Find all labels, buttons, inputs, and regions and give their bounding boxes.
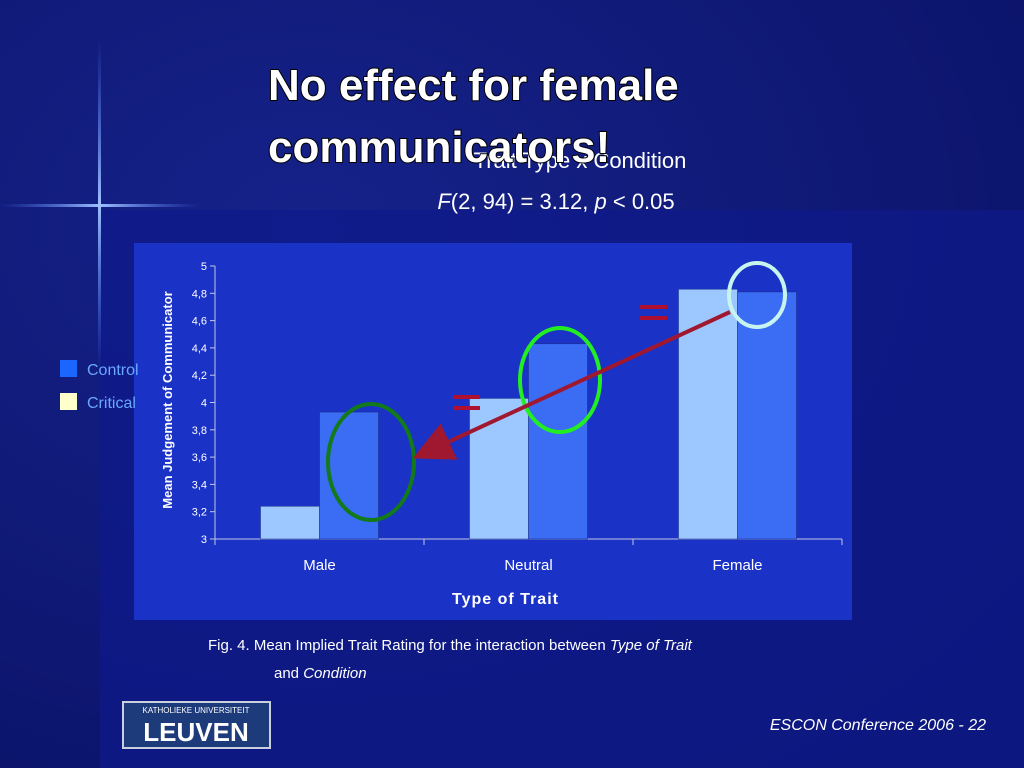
title-line: No effect for female communicators!: [268, 61, 679, 172]
stat-part: F: [437, 189, 452, 214]
y-tick-label: 3,8: [192, 425, 207, 437]
bar: [469, 398, 529, 540]
stat-part: < 0.05: [607, 189, 675, 214]
caption: Fig. 4. Mean Implied Trait Rating for th…: [208, 637, 693, 654]
chart: 3 3,2 3,4 3,6 3,8 4 4,2 4,4 4,6 4,8 5 Male Neutral Fe…: [60, 261, 843, 608]
y-tick-label: 4,8: [192, 288, 207, 300]
highlight-circle: [326, 402, 416, 522]
x-tick-label: Male: [303, 557, 336, 574]
title-line: communicators!: [268, 123, 610, 172]
bar: [678, 288, 738, 540]
equal-sign: [453, 406, 480, 410]
y-tick-label: 3,6: [192, 452, 207, 464]
flare: [98, 40, 101, 370]
equal-sign: [453, 395, 480, 399]
bar: [528, 343, 588, 540]
y-tick-label: 4,6: [192, 316, 207, 328]
equal-sign: [640, 305, 667, 309]
caption-part: Type of Trait: [610, 637, 693, 654]
footer: ESCON Conference 2006 - 22: [770, 717, 986, 734]
y-axis-label: Mean Judgement of Communicator: [160, 291, 175, 508]
caption-part: Fig. 4. Mean Implied Trait Rating for th…: [208, 637, 610, 654]
stat-line: F(2, 94) = 3.12, p < 0.05: [437, 189, 674, 214]
y-tick-label: 3,4: [192, 479, 207, 491]
logo: [122, 701, 271, 749]
legend-swatch: [60, 360, 77, 377]
y-tick-label: 3,2: [192, 507, 207, 519]
y-tick-label: 3: [201, 534, 207, 546]
x-tick-label: Neutral: [504, 557, 552, 574]
caption: and Condition: [274, 665, 367, 682]
title: No effect for female communicators!: [267, 60, 680, 173]
legend-label: Control: [87, 362, 139, 379]
caption-part: Condition: [303, 665, 366, 682]
logo-bottom: LEUVEN: [143, 717, 248, 747]
y-tick-label: 4,2: [192, 370, 207, 382]
x-axis-label: Type of Trait: [452, 591, 559, 608]
legend-swatch: [60, 393, 77, 410]
y-tick-label: 5: [201, 261, 207, 273]
highlight-circle: [727, 261, 787, 329]
bar: [737, 291, 797, 540]
y-tick-label: 4,4: [192, 343, 207, 355]
logo-top: KATHOLIEKE UNIVERSITEIT: [143, 706, 250, 715]
stat-part: p: [594, 189, 607, 214]
bar: [260, 505, 320, 540]
title-line: No effect for female: [268, 61, 679, 110]
stat-part: (2, 94) = 3.12,: [451, 189, 595, 214]
x-tick-label: Female: [712, 557, 762, 574]
caption-part: and: [274, 665, 303, 682]
stat-heading: Trait Type x Condition: [474, 148, 687, 173]
legend-label: Critical: [87, 395, 136, 412]
arrow: [412, 310, 731, 460]
highlight-circle: [518, 326, 602, 434]
y-tick-label: 4: [201, 398, 207, 410]
equal-sign: [640, 316, 667, 320]
